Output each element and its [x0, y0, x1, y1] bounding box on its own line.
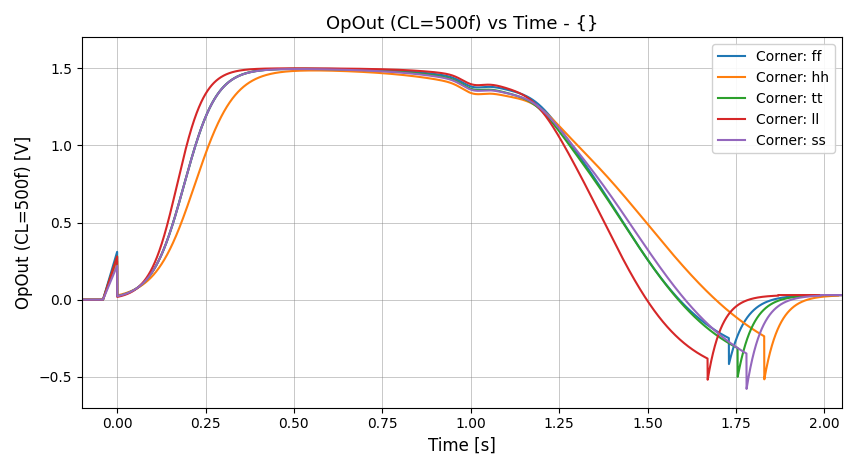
- Corner: ll: (0.411, 1.5): ll: (0.411, 1.5): [257, 66, 267, 71]
- Corner: tt: (0.399, 1.48): tt: (0.399, 1.48): [253, 68, 263, 73]
- Corner: hh: (2.03, 0.0257): hh: (2.03, 0.0257): [831, 293, 842, 298]
- Corner: ll: (0.422, 1.5): ll: (0.422, 1.5): [261, 66, 272, 71]
- Corner: tt: (0.864, 1.46): tt: (0.864, 1.46): [417, 71, 428, 77]
- Corner: ff: (2.05, 0.03): ff: (2.05, 0.03): [836, 292, 847, 298]
- Title: OpOut (CL=500f) vs Time - {}: OpOut (CL=500f) vs Time - {}: [326, 15, 598, 33]
- Line: Corner: ff: Corner: ff: [81, 69, 842, 364]
- Corner: tt: (1.76, -0.499): tt: (1.76, -0.499): [733, 374, 743, 380]
- Corner: ll: (2.05, 0.03): ll: (2.05, 0.03): [836, 292, 847, 298]
- Corner: hh: (0.411, 1.45): hh: (0.411, 1.45): [257, 73, 267, 79]
- Corner: tt: (0.411, 1.49): tt: (0.411, 1.49): [257, 67, 267, 73]
- Corner: ff: (0.531, 1.5): ff: (0.531, 1.5): [300, 66, 310, 71]
- Corner: tt: (0.519, 1.5): tt: (0.519, 1.5): [296, 66, 306, 72]
- Corner: ss: (0.411, 1.49): ss: (0.411, 1.49): [257, 68, 267, 73]
- Corner: ff: (0.864, 1.47): ff: (0.864, 1.47): [417, 70, 428, 76]
- Corner: hh: (1.83, -0.516): hh: (1.83, -0.516): [759, 376, 770, 382]
- Legend: Corner: ff, Corner: hh, Corner: tt, Corner: ll, Corner: ss: Corner: ff, Corner: hh, Corner: tt, Corn…: [712, 44, 835, 153]
- Line: Corner: ll: Corner: ll: [81, 68, 842, 380]
- Corner: ss: (0.711, 1.48): ss: (0.711, 1.48): [363, 68, 374, 73]
- Corner: ss: (0.864, 1.46): ss: (0.864, 1.46): [417, 72, 428, 78]
- Corner: ss: (2.05, 0.03): ss: (2.05, 0.03): [836, 292, 847, 298]
- Corner: hh: (0.711, 1.47): hh: (0.711, 1.47): [363, 70, 374, 75]
- Corner: hh: (0.399, 1.44): hh: (0.399, 1.44): [253, 75, 263, 80]
- Corner: ll: (1.67, -0.519): ll: (1.67, -0.519): [703, 377, 713, 383]
- Corner: ff: (-0.1, 0): ff: (-0.1, 0): [76, 297, 87, 303]
- Corner: ll: (0.864, 1.48): ll: (0.864, 1.48): [417, 68, 428, 74]
- Corner: hh: (0.422, 1.46): hh: (0.422, 1.46): [261, 72, 272, 78]
- Corner: ff: (2.03, 0.03): ff: (2.03, 0.03): [831, 292, 842, 298]
- Corner: ss: (-0.1, 0): ss: (-0.1, 0): [76, 297, 87, 303]
- Corner: hh: (-0.1, 0): hh: (-0.1, 0): [76, 297, 87, 303]
- Corner: tt: (2.03, 0.03): tt: (2.03, 0.03): [831, 292, 842, 298]
- Corner: ss: (0.511, 1.49): ss: (0.511, 1.49): [293, 66, 303, 72]
- Corner: ss: (2.03, 0.03): ss: (2.03, 0.03): [831, 292, 842, 298]
- Corner: ff: (0.422, 1.49): ff: (0.422, 1.49): [261, 67, 272, 72]
- Corner: hh: (0.558, 1.49): hh: (0.558, 1.49): [309, 68, 320, 73]
- Corner: ll: (0.711, 1.5): ll: (0.711, 1.5): [363, 66, 374, 72]
- Line: Corner: ss: Corner: ss: [81, 69, 842, 389]
- Corner: ll: (-0.1, 0): ll: (-0.1, 0): [76, 297, 87, 303]
- Corner: ff: (0.411, 1.49): ff: (0.411, 1.49): [257, 67, 267, 73]
- Corner: ll: (0.503, 1.5): ll: (0.503, 1.5): [290, 65, 300, 71]
- X-axis label: Time [s]: Time [s]: [428, 437, 496, 455]
- Y-axis label: OpOut (CL=500f) [V]: OpOut (CL=500f) [V]: [15, 136, 33, 309]
- Corner: ff: (0.399, 1.48): ff: (0.399, 1.48): [253, 68, 263, 73]
- Corner: ff: (1.73, -0.417): ff: (1.73, -0.417): [724, 361, 734, 367]
- Corner: hh: (2.05, 0.03): hh: (2.05, 0.03): [836, 292, 847, 298]
- Line: Corner: tt: Corner: tt: [81, 69, 842, 377]
- Corner: ss: (0.422, 1.49): ss: (0.422, 1.49): [261, 67, 272, 73]
- Corner: tt: (0.422, 1.49): tt: (0.422, 1.49): [261, 67, 272, 73]
- Corner: tt: (-0.1, 0): tt: (-0.1, 0): [76, 297, 87, 303]
- Corner: ff: (0.711, 1.49): ff: (0.711, 1.49): [363, 67, 374, 72]
- Line: Corner: hh: Corner: hh: [81, 70, 842, 379]
- Corner: ss: (0.399, 1.48): ss: (0.399, 1.48): [253, 68, 263, 74]
- Corner: tt: (0.711, 1.49): tt: (0.711, 1.49): [363, 67, 374, 73]
- Corner: tt: (2.05, 0.03): tt: (2.05, 0.03): [836, 292, 847, 298]
- Corner: ss: (1.78, -0.578): ss: (1.78, -0.578): [741, 386, 752, 392]
- Corner: hh: (0.864, 1.44): hh: (0.864, 1.44): [417, 75, 428, 80]
- Corner: ll: (2.03, 0.03): ll: (2.03, 0.03): [831, 292, 842, 298]
- Corner: ll: (0.399, 1.5): ll: (0.399, 1.5): [253, 66, 263, 71]
